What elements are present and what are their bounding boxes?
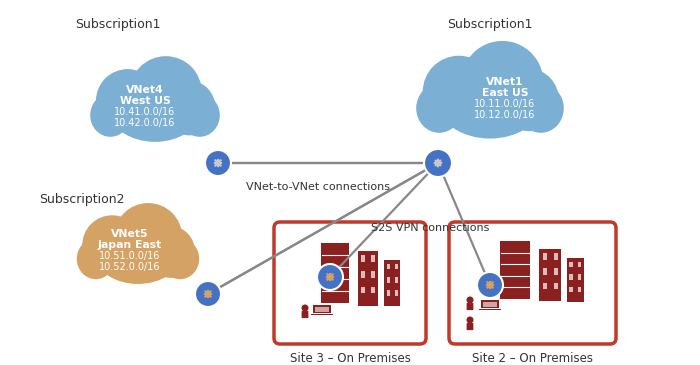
Ellipse shape	[164, 81, 216, 135]
Bar	[395, 277, 398, 283]
Bar	[554, 268, 558, 274]
Circle shape	[195, 281, 221, 307]
Circle shape	[466, 316, 473, 323]
Bar	[578, 287, 581, 292]
Bar	[578, 262, 581, 267]
Text: Site 3 – On Premises: Site 3 – On Premises	[290, 352, 410, 365]
Text: 10.41.0.0/16: 10.41.0.0/16	[114, 107, 176, 117]
Bar	[569, 274, 573, 280]
Text: VNet1: VNet1	[486, 77, 524, 87]
Text: 10.51.0.0/16: 10.51.0.0/16	[99, 251, 161, 261]
Bar	[321, 243, 349, 303]
Bar	[395, 290, 398, 296]
Circle shape	[466, 296, 473, 304]
Bar	[361, 255, 365, 262]
Bar	[578, 274, 581, 280]
Ellipse shape	[161, 238, 199, 279]
Text: Subscription1: Subscription1	[76, 18, 161, 31]
Bar	[554, 253, 558, 260]
Bar	[361, 271, 365, 277]
Ellipse shape	[461, 41, 543, 123]
FancyBboxPatch shape	[302, 311, 309, 318]
FancyBboxPatch shape	[467, 303, 473, 310]
Bar	[483, 301, 497, 307]
Bar	[313, 306, 331, 313]
Bar	[542, 283, 547, 289]
Bar	[542, 253, 547, 260]
Text: Subscription2: Subscription2	[39, 193, 125, 206]
Bar	[358, 250, 378, 306]
Bar	[361, 287, 365, 293]
Bar	[566, 258, 584, 302]
Ellipse shape	[77, 238, 115, 279]
Ellipse shape	[82, 215, 142, 275]
Bar	[315, 307, 329, 312]
Bar	[372, 255, 375, 262]
Ellipse shape	[439, 70, 541, 139]
Bar	[554, 283, 558, 289]
Ellipse shape	[96, 227, 180, 284]
FancyBboxPatch shape	[449, 222, 616, 344]
Bar	[311, 314, 333, 315]
Text: Site 2 – On Premises: Site 2 – On Premises	[472, 352, 593, 365]
Ellipse shape	[111, 81, 199, 142]
Bar	[539, 249, 561, 301]
Text: Subscription1: Subscription1	[447, 18, 533, 31]
Text: Japan East: Japan East	[98, 240, 162, 250]
Bar	[395, 264, 398, 269]
Ellipse shape	[90, 93, 130, 137]
Bar	[386, 277, 390, 283]
Bar	[384, 260, 400, 306]
Text: VNet5: VNet5	[111, 229, 148, 239]
Circle shape	[317, 264, 343, 290]
Ellipse shape	[96, 69, 160, 132]
Circle shape	[302, 304, 309, 311]
Ellipse shape	[130, 56, 202, 128]
Bar	[542, 268, 547, 274]
Ellipse shape	[518, 84, 564, 133]
Ellipse shape	[179, 93, 220, 137]
Text: 10.12.0.0/16: 10.12.0.0/16	[475, 110, 536, 120]
Bar	[500, 241, 530, 299]
Text: VNet4: VNet4	[126, 85, 164, 95]
Circle shape	[424, 149, 452, 177]
FancyBboxPatch shape	[274, 222, 426, 344]
Ellipse shape	[146, 226, 195, 278]
Text: S2S VPN connections: S2S VPN connections	[371, 223, 489, 233]
Bar	[569, 287, 573, 292]
Bar	[372, 271, 375, 277]
Ellipse shape	[114, 203, 182, 271]
Ellipse shape	[423, 56, 495, 128]
FancyBboxPatch shape	[467, 323, 473, 330]
Bar	[569, 262, 573, 267]
Bar	[479, 308, 501, 310]
Text: East US: East US	[482, 88, 528, 98]
Text: 10.11.0.0/16: 10.11.0.0/16	[475, 99, 536, 109]
Text: West US: West US	[120, 96, 170, 106]
Bar	[386, 264, 390, 269]
Ellipse shape	[500, 69, 559, 131]
Bar	[386, 290, 390, 296]
Text: 10.52.0.0/16: 10.52.0.0/16	[99, 262, 161, 272]
Text: VNet-to-VNet connections: VNet-to-VNet connections	[246, 182, 390, 192]
Circle shape	[477, 272, 503, 298]
Bar	[481, 300, 499, 308]
Circle shape	[205, 150, 231, 176]
Ellipse shape	[416, 84, 462, 133]
Bar	[372, 287, 375, 293]
Text: 10.42.0.0/16: 10.42.0.0/16	[114, 118, 176, 128]
